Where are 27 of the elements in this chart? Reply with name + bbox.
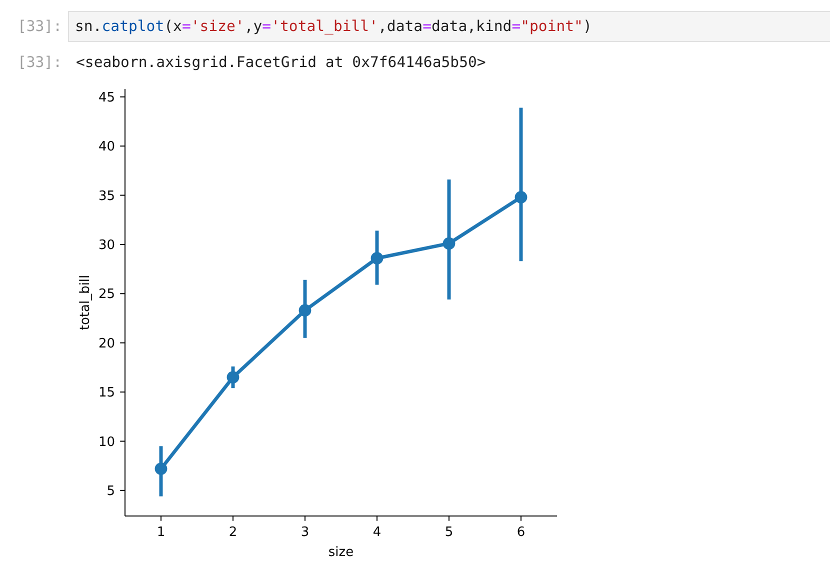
y-tick-label: 15 — [98, 386, 115, 401]
y-tick-label: 25 — [98, 287, 115, 302]
x-tick-label: 6 — [516, 525, 526, 540]
point — [298, 304, 312, 317]
point — [442, 237, 456, 250]
text: <seaborn.axisgrid.FacetGrid at 0x7f64146a5b50> — [76, 54, 486, 71]
text: [33]: — [17, 18, 62, 35]
x-tick-label: 2 — [228, 525, 238, 540]
y-tick-label: 30 — [98, 238, 115, 253]
x-tick-label: 1 — [156, 525, 166, 540]
y-tick-label: 45 — [98, 90, 115, 106]
text: [33]: — [17, 54, 62, 71]
y-tick-label: 20 — [98, 336, 115, 352]
point — [370, 252, 384, 264]
point — [226, 371, 240, 384]
point — [154, 462, 168, 475]
x-tick-label: 3 — [300, 525, 310, 540]
x-tick-label: 5 — [444, 525, 454, 540]
y-tick-label: 10 — [98, 434, 115, 450]
x-tick-label: 4 — [372, 525, 382, 540]
point — [514, 191, 528, 204]
x-axis-title: size — [328, 545, 354, 560]
y-axis-title: total_bill — [78, 274, 93, 330]
y-tick-label: 40 — [98, 140, 115, 155]
y-tick-label: 5 — [106, 484, 115, 499]
text: sn.catplot(x='size',y='total_bill',data=data,kind="point") — [75, 18, 592, 35]
y-tick-label: 35 — [98, 188, 115, 204]
